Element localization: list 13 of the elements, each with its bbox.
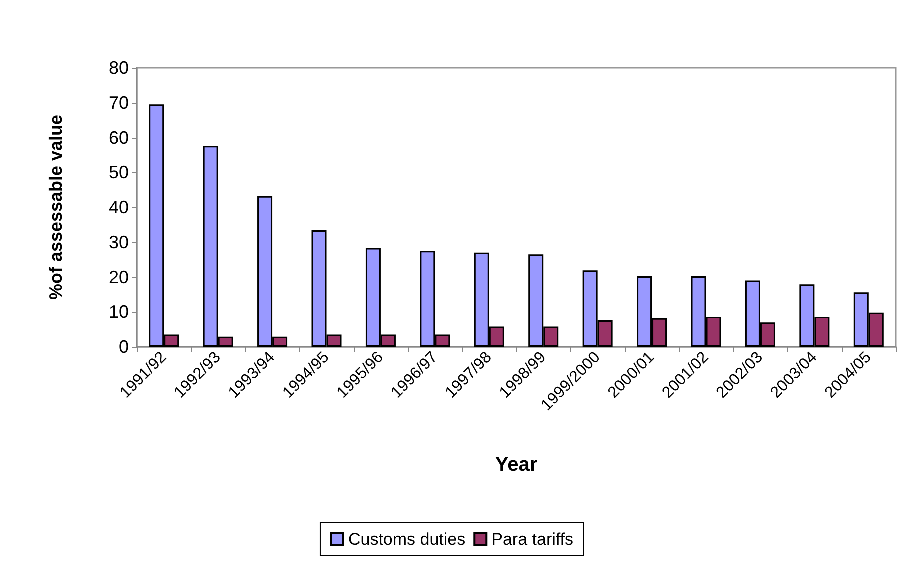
y-tick-label: 10 <box>108 302 129 322</box>
legend-label: Para tariffs <box>492 530 574 549</box>
y-tick-label: 40 <box>108 198 129 218</box>
y-axis-title: %of assessable value <box>46 114 66 300</box>
y-tick-label: 20 <box>108 267 129 288</box>
x-axis-title: Year <box>495 454 538 476</box>
y-tick-label: 70 <box>108 92 129 113</box>
y-tick-label: 80 <box>108 58 129 78</box>
y-tick-label: 60 <box>108 128 129 148</box>
y-tick-label: 0 <box>118 337 129 357</box>
legend-label: Customs duties <box>348 530 466 549</box>
y-tick-label: 50 <box>108 162 129 183</box>
y-tick-label: 30 <box>108 232 129 252</box>
